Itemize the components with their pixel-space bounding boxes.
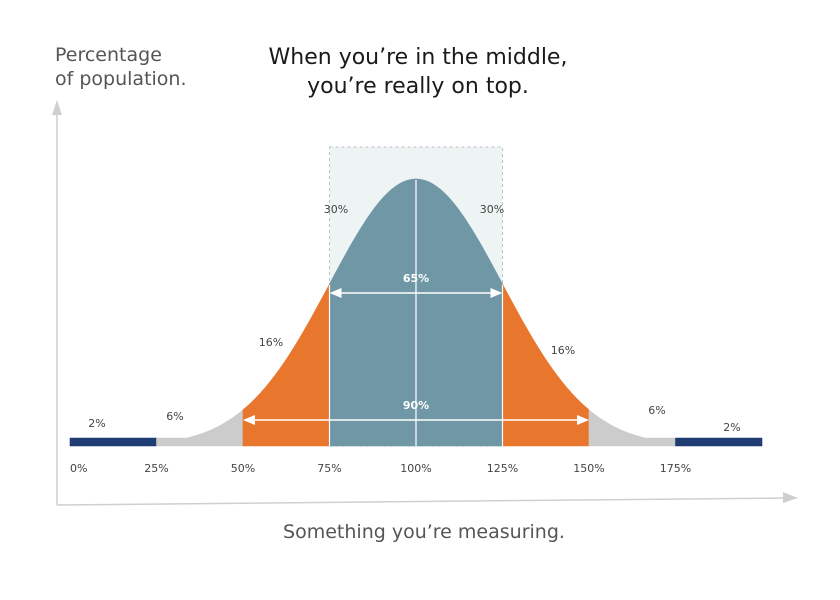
x-tick-label-5: 125% xyxy=(487,462,518,475)
segment-label-3: 30% xyxy=(324,203,348,216)
x-axis-label: Something you’re measuring. xyxy=(283,521,565,543)
segment-label-6: 6% xyxy=(648,404,665,417)
curve-segment-7 xyxy=(675,437,763,447)
segment-label-0: 2% xyxy=(88,417,105,430)
curve-segment-4 xyxy=(415,178,503,447)
x-axis xyxy=(56,497,787,506)
x-tick-label-7: 175% xyxy=(660,462,691,475)
range-arrows: 65% 90% xyxy=(243,272,589,425)
y-axis-arrowhead-icon xyxy=(52,100,62,115)
segment-label-2: 16% xyxy=(259,336,283,349)
x-tick-label-2: 50% xyxy=(231,462,255,475)
curve-segment-2 xyxy=(242,283,330,447)
y-axis-label-line-1: Percentage xyxy=(55,44,162,66)
x-tick-label-3: 75% xyxy=(317,462,341,475)
y-axis-label-line-2: of population. xyxy=(55,68,187,90)
segment-dividers xyxy=(328,180,504,446)
curve-segment-6 xyxy=(588,409,676,447)
range-arrow-right-head-0 xyxy=(490,288,503,298)
curve-segment-3 xyxy=(329,178,417,447)
segment-label-1: 6% xyxy=(166,410,183,423)
x-tick-label-6: 150% xyxy=(573,462,604,475)
range-arrow-left-head-1 xyxy=(243,415,255,425)
range-arrow-left-head-0 xyxy=(329,288,342,298)
curve-segment-0 xyxy=(69,437,157,447)
range-label-1: 90% xyxy=(403,399,429,412)
curve-segment-1 xyxy=(156,409,244,447)
curve-segment-5 xyxy=(502,283,590,447)
x-axis-arrowhead-icon xyxy=(783,492,798,503)
segment-label-7: 2% xyxy=(723,421,740,434)
x-tick-label-4: 100% xyxy=(400,462,431,475)
range-arrow-right-head-1 xyxy=(577,415,589,425)
distribution-segments xyxy=(69,178,763,447)
x-tick-labels: 0% 25% 50% 75% 100% 125% 150% 175% xyxy=(70,462,691,475)
segment-label-5: 16% xyxy=(551,344,575,357)
chart-title-line-1: When you’re in the middle, xyxy=(269,45,568,70)
segment-percentage-labels: 2% 6% 16% 30% 30% 16% 6% 2% xyxy=(88,203,740,434)
chart-title-line-2: you’re really on top. xyxy=(307,74,529,99)
range-label-0: 65% xyxy=(403,272,429,285)
x-tick-label-1: 25% xyxy=(144,462,168,475)
segment-label-4: 30% xyxy=(480,203,504,216)
x-tick-label-0: 0% xyxy=(70,462,87,475)
